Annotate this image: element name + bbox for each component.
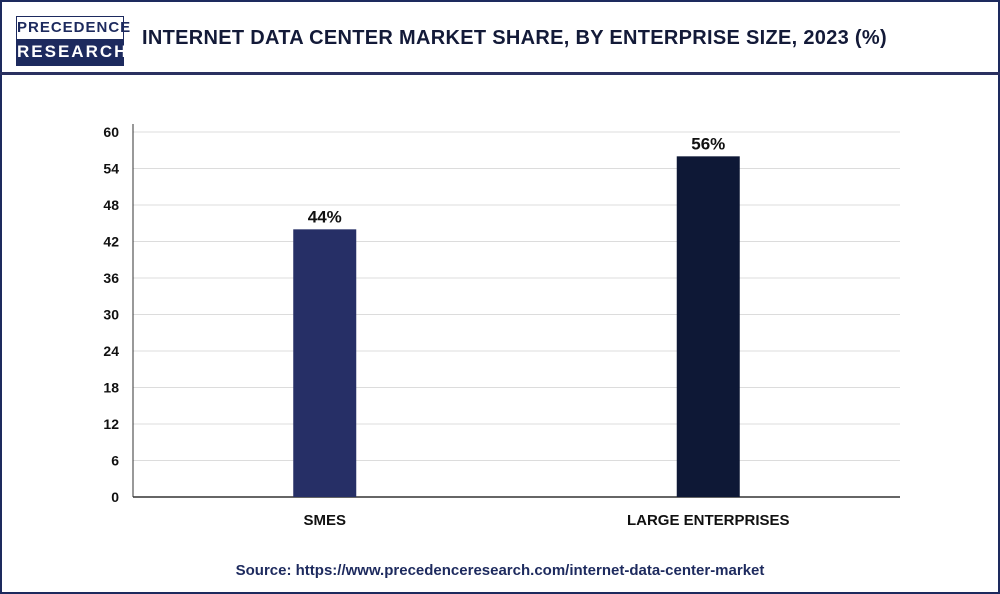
y-tick-label: 6 bbox=[111, 453, 119, 469]
chart-title: INTERNET DATA CENTER MARKET SHARE, BY EN… bbox=[142, 27, 887, 49]
source-text: Source: https://www.precedenceresearch.c… bbox=[235, 562, 765, 579]
logo-line2: RESEARCH bbox=[17, 39, 126, 65]
y-tick-label: 42 bbox=[103, 234, 119, 250]
x-category-label: LARGE ENTERPRISES bbox=[627, 512, 790, 529]
x-category-label: SMES bbox=[303, 512, 346, 529]
y-tick-label: 30 bbox=[103, 307, 119, 323]
bar bbox=[676, 156, 740, 498]
y-tick-label: 36 bbox=[103, 270, 119, 286]
data-label: 44% bbox=[308, 207, 342, 226]
bar bbox=[293, 229, 357, 498]
y-tick-label: 12 bbox=[103, 416, 119, 432]
y-tick-label: 54 bbox=[103, 161, 119, 177]
precedence-research-logo: PRECEDENCE RESEARCH bbox=[16, 16, 130, 66]
logo-line1: PRECEDENCE bbox=[17, 17, 130, 39]
y-tick-label: 18 bbox=[103, 380, 119, 396]
header: PRECEDENCE RESEARCH INTERNET DATA CENTER… bbox=[0, 0, 1000, 75]
y-tick-label: 24 bbox=[103, 343, 119, 359]
y-tick-label: 60 bbox=[103, 124, 119, 140]
y-tick-label: 48 bbox=[103, 197, 119, 213]
y-tick-label: 0 bbox=[111, 489, 119, 505]
data-label: 56% bbox=[691, 134, 725, 153]
